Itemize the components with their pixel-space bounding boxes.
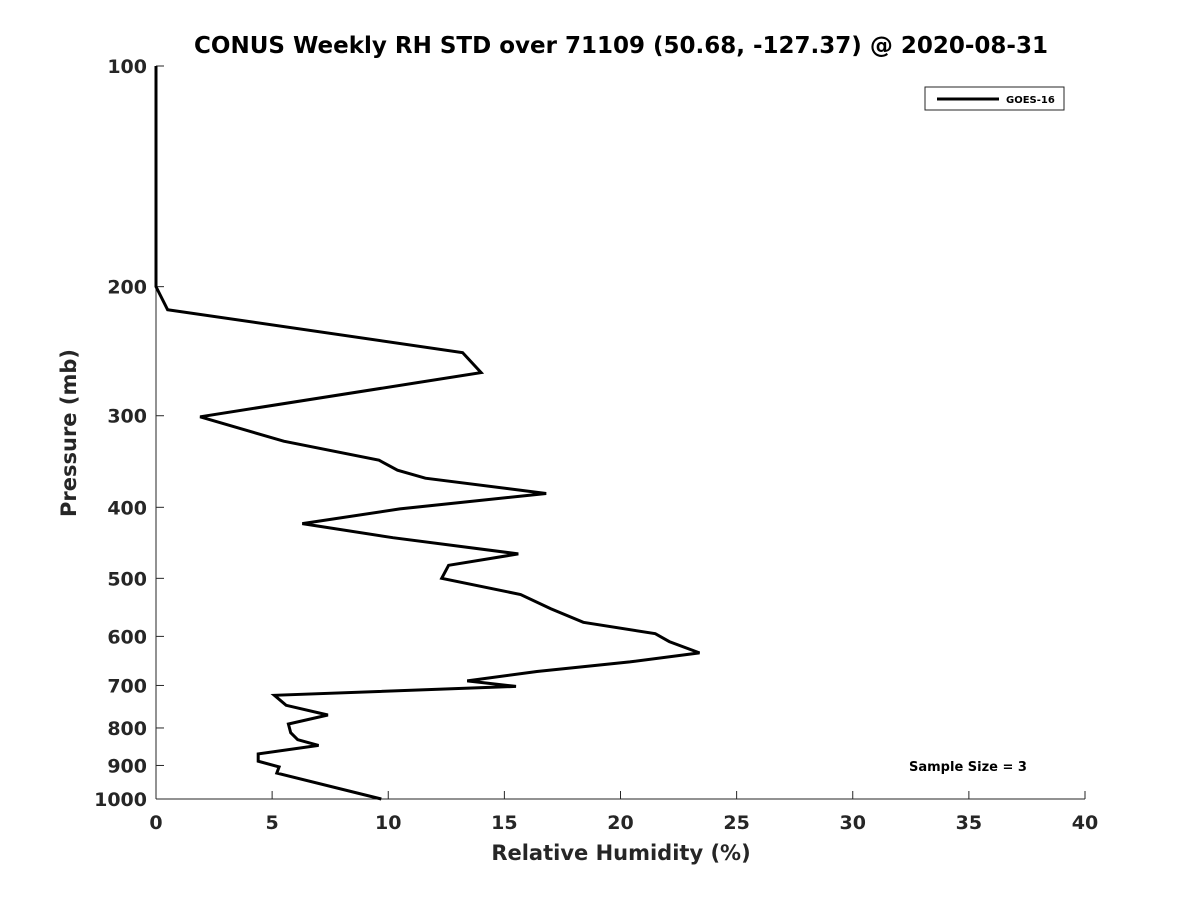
- y-tick-label-800: 800: [107, 718, 147, 740]
- x-axis-label: Relative Humidity (%): [491, 841, 750, 865]
- x-tick-label-5: 5: [266, 812, 279, 834]
- y-tick-label-700: 700: [107, 675, 147, 697]
- y-tick-label-600: 600: [107, 626, 147, 648]
- y-tick-label-300: 300: [107, 406, 147, 428]
- y-tick-label-400: 400: [107, 497, 147, 519]
- sample-size-annotation: Sample Size = 3: [909, 760, 1027, 775]
- series-layer: [154, 66, 701, 801]
- x-tick-label-10: 10: [375, 812, 401, 834]
- x-tick-label-25: 25: [723, 812, 749, 834]
- x-ticks: 0 5 10 15 20 25 30 35 40: [149, 791, 1098, 834]
- x-tick-label-20: 20: [607, 812, 633, 834]
- chart-title: CONUS Weekly RH STD over 71109 (50.68, -…: [194, 33, 1048, 59]
- y-tick-label-100: 100: [107, 56, 147, 78]
- axes: 0 5 10 15 20 25 30 35 40 100 200 300 400 500 600 700 80…: [94, 56, 1098, 834]
- y-tick-label-500: 500: [107, 568, 147, 590]
- x-tick-label-30: 30: [840, 812, 866, 834]
- x-tick-label-40: 40: [1072, 812, 1098, 834]
- x-tick-label-35: 35: [956, 812, 982, 834]
- y-tick-label-1000: 1000: [94, 789, 147, 811]
- series-line-0: [154, 66, 701, 801]
- legend-label-goes-16: GOES-16: [1006, 95, 1055, 106]
- y-tick-label-900: 900: [107, 755, 147, 777]
- y-tick-label-200: 200: [107, 277, 147, 299]
- x-tick-label-0: 0: [149, 812, 162, 834]
- x-tick-label-15: 15: [491, 812, 517, 834]
- y-axis-label: Pressure (mb): [57, 349, 81, 517]
- legend: GOES-16: [924, 86, 1065, 111]
- y-ticks: 100 200 300 400 500 600 700 800 900 1000: [94, 56, 164, 811]
